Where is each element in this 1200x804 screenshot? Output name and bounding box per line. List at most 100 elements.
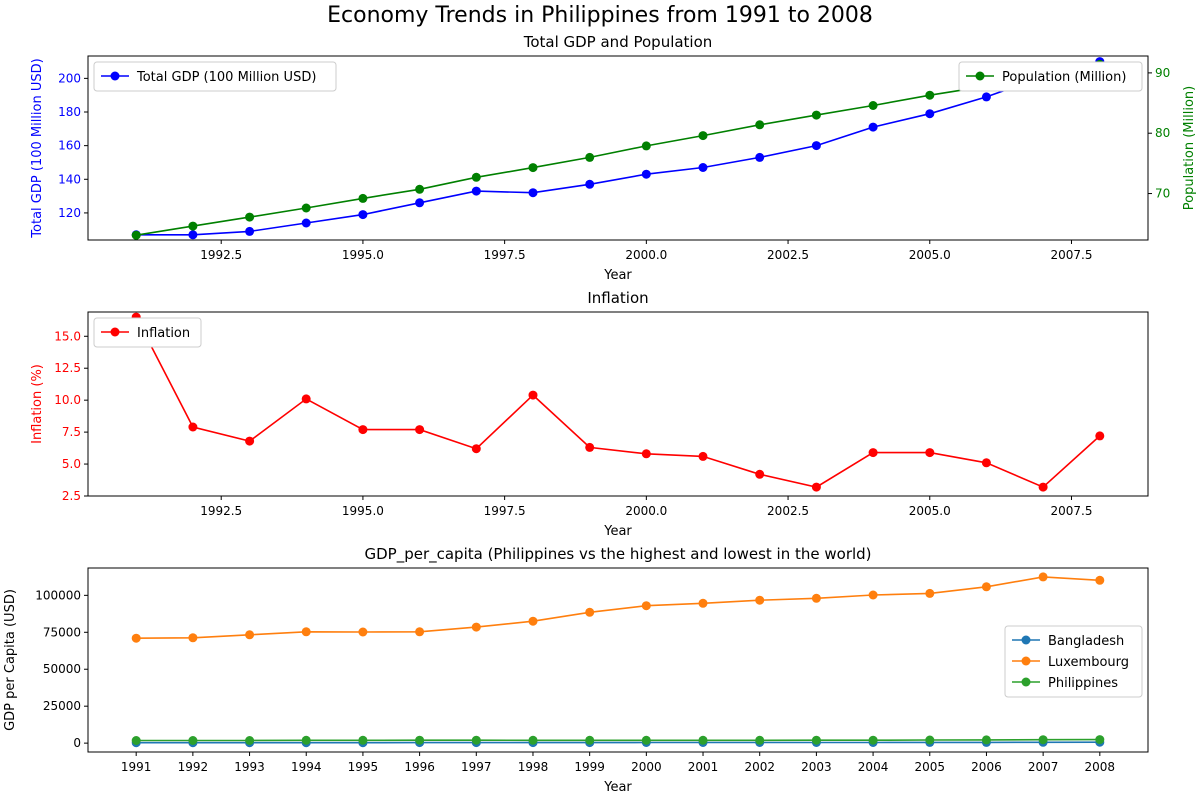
x-tick-label: 1999 <box>574 760 605 774</box>
data-point <box>1095 575 1105 585</box>
y-tick-label: 10.0 <box>54 393 81 407</box>
series-line <box>136 63 1100 236</box>
data-point <box>585 442 595 452</box>
legend-swatch-marker <box>1021 656 1031 666</box>
series-inflation <box>131 312 1105 492</box>
data-point <box>1038 735 1048 745</box>
data-point <box>1038 572 1048 582</box>
data-point <box>811 482 821 492</box>
data-point <box>868 590 878 600</box>
data-point <box>641 141 651 151</box>
legend-swatch-marker <box>975 71 985 81</box>
data-point <box>755 120 765 130</box>
data-point <box>415 735 425 745</box>
x-tick-label: 1995 <box>348 760 379 774</box>
data-point <box>755 152 765 162</box>
data-point <box>925 109 935 119</box>
x-tick-label: 1995.0 <box>342 504 384 518</box>
data-point <box>698 451 708 461</box>
x-tick-label: 2005 <box>914 760 945 774</box>
y2-tick-label: 80 <box>1155 126 1170 140</box>
data-point <box>301 203 311 213</box>
legend-frame <box>958 61 1143 92</box>
legend-frame <box>93 317 202 348</box>
data-point <box>1095 431 1105 441</box>
y-tick-label: 25000 <box>43 699 81 713</box>
data-point <box>188 422 198 432</box>
legend: Population (Million) <box>958 61 1143 92</box>
x-axis-label: Year <box>603 524 632 539</box>
data-point <box>188 230 198 240</box>
data-point <box>755 469 765 479</box>
data-point <box>358 210 368 220</box>
x-axis-label: Year <box>603 780 632 795</box>
y-tick-label: 140 <box>58 172 81 186</box>
legend-swatch-marker <box>1021 677 1031 687</box>
x-tick-label: 2005.0 <box>909 504 951 518</box>
x-tick-label: 1997.5 <box>484 504 526 518</box>
data-point <box>528 188 538 198</box>
data-point <box>641 449 651 459</box>
data-point <box>641 735 651 745</box>
x-tick-label: 1995.0 <box>342 248 384 262</box>
x-tick-label: 2001 <box>688 760 719 774</box>
panel-title: Total GDP and Population <box>523 33 713 51</box>
x-tick-label: 2002.5 <box>767 504 809 518</box>
plot-frame <box>87 311 1149 497</box>
x-tick-label: 1996 <box>404 760 435 774</box>
series-luxembourg <box>131 572 1105 643</box>
data-point <box>981 92 991 102</box>
legend-swatch-marker <box>1021 635 1031 645</box>
data-point <box>585 735 595 745</box>
panel-title: Inflation <box>587 289 648 307</box>
panel-gdp-per-capita: GDP_per_capita (Philippines vs the highe… <box>3 545 1149 795</box>
data-point <box>868 122 878 132</box>
panel-inflation: Inflation 1992.5 1995.0 1997.5 2000.0 2002.5 2… <box>30 289 1149 539</box>
data-point <box>755 735 765 745</box>
data-point <box>528 390 538 400</box>
x-tick-label: 2007 <box>1028 760 1059 774</box>
x-tick-label: 1992.5 <box>200 504 242 518</box>
data-point <box>301 394 311 404</box>
x-tick-label: 1993 <box>234 760 265 774</box>
data-point <box>1038 482 1048 492</box>
data-point <box>528 163 538 173</box>
x-tick-label: 2006 <box>971 760 1002 774</box>
data-point <box>811 735 821 745</box>
y-axis-label: Inflation (%) <box>30 364 45 444</box>
data-point <box>641 601 651 611</box>
series-philippines <box>131 735 1105 745</box>
x-tick-label: 1992 <box>178 760 209 774</box>
x-tick-label: 1997 <box>461 760 492 774</box>
legend: Total GDP (100 Million USD) <box>93 61 337 92</box>
y-tick-label: 160 <box>58 139 81 153</box>
data-point <box>415 184 425 194</box>
series-line <box>136 738 1100 742</box>
panel-gdp-population: Total GDP and Population 1992.5 1995.0 1997… <box>30 33 1197 283</box>
data-point <box>471 622 481 632</box>
data-point <box>698 163 708 172</box>
data-point <box>868 101 878 110</box>
x-tick-label: 2000 <box>631 760 662 774</box>
y-tick-label: 120 <box>58 206 81 220</box>
legend-label: Inflation <box>137 326 190 341</box>
y-tick-label: 200 <box>58 71 81 85</box>
data-point <box>585 607 595 617</box>
x-axis-label: Year <box>603 268 632 283</box>
data-point <box>925 588 935 598</box>
data-point <box>925 90 935 100</box>
x-tick-label: 2000.0 <box>625 248 667 262</box>
data-point <box>471 172 481 182</box>
data-point <box>245 226 255 236</box>
data-point <box>131 230 141 240</box>
data-point <box>245 736 255 745</box>
x-tick-label: 2004 <box>858 760 889 774</box>
data-point <box>925 735 935 745</box>
x-tick-label: 1994 <box>291 760 322 774</box>
x-tick-label: 2007.5 <box>1050 248 1092 262</box>
y-axis-label: Total GDP (100 Million USD) <box>30 58 45 238</box>
data-point <box>131 736 141 745</box>
y-axis-label: GDP per Capita (USD) <box>3 589 18 731</box>
y-tick-label: 0 <box>73 736 81 750</box>
